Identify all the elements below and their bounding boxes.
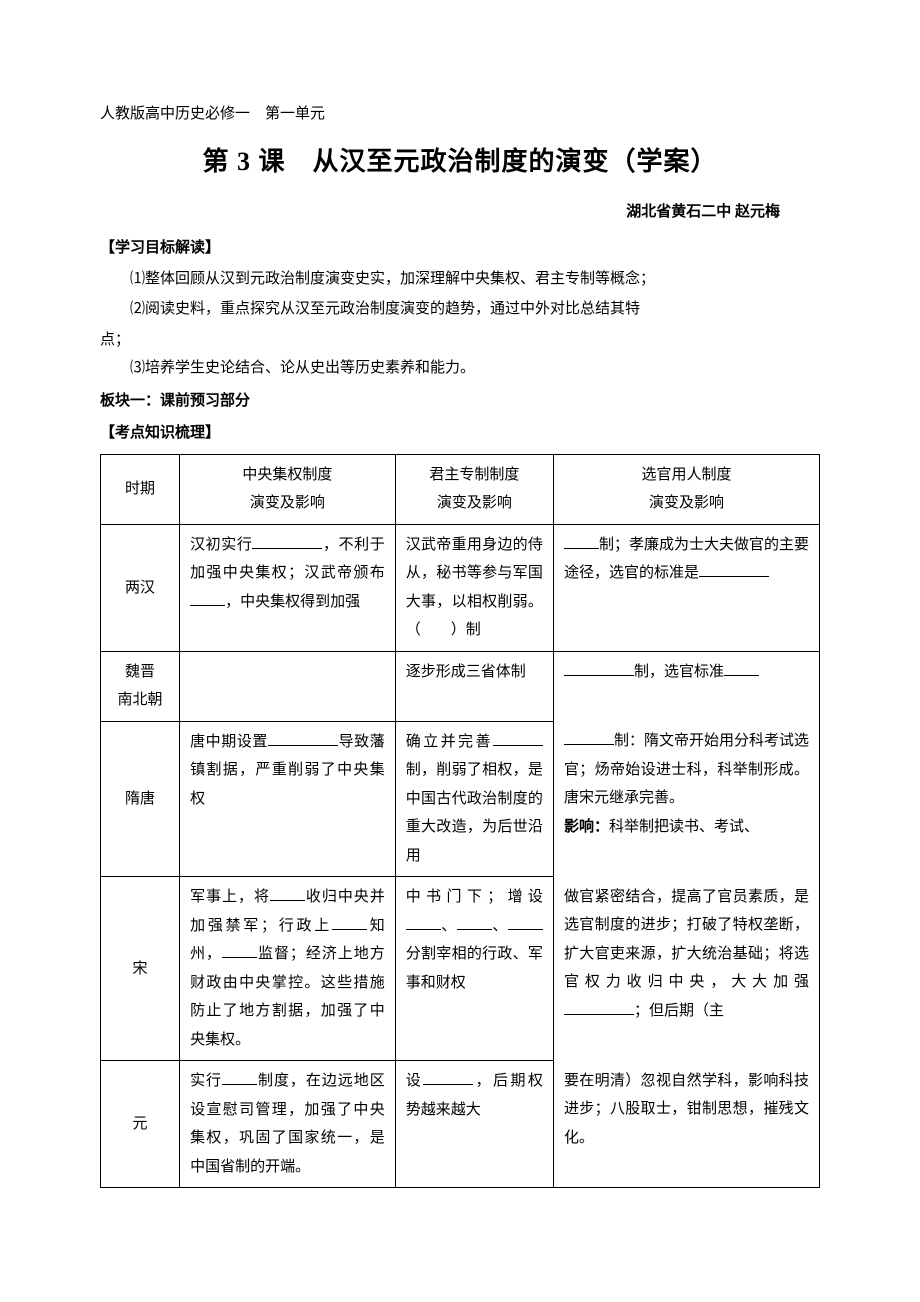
cell-han-official: 制；孝廉成为士大夫做官的主要途径，选官的标准是 [553, 524, 819, 651]
header-official-l1: 选官用人制度 [641, 467, 731, 483]
cell-weijin-central [180, 651, 396, 721]
row-han: 两汉 汉初实行，不利于加强中央集权；汉武帝颁布，中央集权得到加强 汉武帝重用身边… [101, 524, 820, 651]
header-central-l1: 中央集权制度 [242, 467, 332, 483]
cell-weijin-period: 魏晋 南北朝 [101, 651, 180, 721]
blank [699, 562, 769, 577]
row-weijin: 魏晋 南北朝 逐步形成三省体制 制，选官标准 [101, 651, 820, 721]
cell-song-central: 军事上，将收归中央并加强禁军；行政上知州，监督；经济上地方财政由中央掌控。这些措… [180, 877, 396, 1061]
cell-yuan-central: 实行制度，在边远地区设宣慰司管理，加强了中央集权，巩固了国家统一，是中国省制的开… [180, 1061, 396, 1188]
header-period-text: 时期 [125, 481, 155, 497]
header-central-l2: 演变及影响 [250, 495, 325, 511]
table-header-row: 时期 中央集权制度 演变及影响 君主专制制度 演变及影响 选官用人制度 演变及影… [101, 454, 820, 524]
row-song: 宋 军事上，将收归中央并加强禁军；行政上知州，监督；经济上地方财政由中央掌控。这… [101, 877, 820, 1061]
blank [268, 731, 338, 746]
objective-1: ⑴整体回顾从汉到元政治制度演变史实，加深理解中央集权、君主专制等概念； [100, 265, 820, 294]
header-monarch-l2: 演变及影响 [437, 495, 512, 511]
row-suitang: 隋唐 唐中期设置导致藩镇割据，严重削弱了中央集权 确立并完善制，削弱了相权，是中… [101, 721, 820, 877]
weijin-official-t: 制，选官标准 [634, 664, 724, 680]
cell-han-period: 两汉 [101, 524, 180, 651]
objective-2b: 点； [100, 326, 820, 355]
lesson-title: 第 3 课 从汉至元政治制度的演变（学案） [100, 137, 820, 186]
cell-suitang-central: 唐中期设置导致藩镇割据，严重削弱了中央集权 [180, 721, 396, 877]
blank [332, 915, 367, 930]
header-official-l2: 演变及影响 [649, 495, 724, 511]
impact-label: 影响： [564, 819, 609, 835]
kaodian-heading: 【考点知识梳理】 [100, 419, 820, 448]
blank [564, 661, 634, 676]
song-central-t1: 军事上，将 [190, 889, 270, 905]
cell-weijin-monarch: 逐步形成三省体制 [395, 651, 553, 721]
header-monarch-l1: 君主专制制度 [429, 467, 519, 483]
blank [493, 731, 543, 746]
suitang-monarch-t2: 制，削弱了相权，是中国古代政治制度的重大改造，为后世沿用 [406, 762, 543, 864]
han-official-t1: 制；孝廉成为士大夫做官的主要途径，选官的标准是 [564, 537, 809, 582]
cell-yuan-monarch: 设，后期权势越来越大 [395, 1061, 553, 1188]
cell-yuan-period: 元 [101, 1061, 180, 1188]
blank [564, 534, 599, 549]
cell-song-monarch: 中书门下；增设、 、分割宰相的行政、军事和财权 [395, 877, 553, 1061]
blank [564, 730, 614, 745]
cell-song-official: 做官紧密结合，提高了官员素质，是选官制度的进步；打破了特权垄断，扩大官吏来源，扩… [553, 877, 819, 1061]
blank [724, 661, 759, 676]
song-monarch-t2: 分割宰相的行政、军事和财权 [406, 946, 543, 991]
row-yuan: 元 实行制度，在边远地区设宣慰司管理，加强了中央集权，巩固了国家统一，是中国省制… [101, 1061, 820, 1188]
cell-suitang-period: 隋唐 [101, 721, 180, 877]
cell-han-central: 汉初实行，不利于加强中央集权；汉武帝颁布，中央集权得到加强 [180, 524, 396, 651]
song-monarch-s2: 、 [492, 918, 508, 934]
song-monarch-s1: 、 [441, 918, 457, 934]
objective-3: ⑶培养学生史论结合、论从史出等历史素养和能力。 [100, 354, 820, 383]
cell-yuan-official: 要在明清）忽视自然学科，影响科技进步；八股取士，钳制思想，摧残文化。 [553, 1061, 819, 1188]
blank [252, 534, 322, 549]
blank [406, 915, 441, 930]
suitang-monarch-t1: 确立并完善 [406, 734, 493, 750]
song-official-t2: ；但后期（主 [634, 1003, 724, 1019]
cell-han-monarch: 汉武帝重用身边的侍从，秘书等参与军国大事，以相权削弱。（ ）制 [395, 524, 553, 651]
yuan-central-t1: 实行 [190, 1073, 222, 1089]
blank [190, 591, 225, 606]
weijin-period-l2: 南北朝 [118, 692, 163, 708]
blank [508, 915, 543, 930]
author-line: 湖北省黄石二中 赵元梅 [100, 198, 820, 227]
objectives-heading: 【学习目标解读】 [100, 234, 820, 263]
yuan-monarch-t1: 设 [406, 1073, 423, 1089]
objective-2a: ⑵阅读史料，重点探究从汉至元政治制度演变的趋势，通过中外对比总结其特 [100, 295, 820, 324]
cell-weijin-official: 制，选官标准 [553, 651, 819, 721]
song-official-t1: 做官紧密结合，提高了官员素质，是选官制度的进步；打破了特权垄断，扩大官吏来源，扩… [564, 889, 809, 991]
header-official: 选官用人制度 演变及影响 [553, 454, 819, 524]
blank [564, 1000, 634, 1015]
suitang-central-t1: 唐中期设置 [190, 734, 268, 750]
content-table: 时期 中央集权制度 演变及影响 君主专制制度 演变及影响 选官用人制度 演变及影… [100, 454, 820, 1189]
blank [457, 915, 492, 930]
blank [270, 886, 305, 901]
han-central-t3: ，中央集权得到加强 [225, 594, 360, 610]
suitang-official-impact: 科举制把读书、考试、 [609, 819, 759, 835]
block1-heading: 板块一：课前预习部分 [100, 387, 820, 416]
blank [222, 943, 257, 958]
textbook-reference: 人教版高中历史必修一 第一单元 [100, 100, 820, 129]
song-monarch-t1: 中书门下；增设 [406, 889, 543, 905]
header-central: 中央集权制度 演变及影响 [180, 454, 396, 524]
weijin-period-l1: 魏晋 [125, 664, 155, 680]
cell-suitang-official: 制：隋文帝开始用分科考试选官；炀帝始设进士科，科举制形成。唐宋元继承完善。 影响… [553, 721, 819, 877]
cell-suitang-monarch: 确立并完善制，削弱了相权，是中国古代政治制度的重大改造，为后世沿用 [395, 721, 553, 877]
header-monarch: 君主专制制度 演变及影响 [395, 454, 553, 524]
header-period: 时期 [101, 454, 180, 524]
blank [423, 1070, 473, 1085]
blank [222, 1070, 257, 1085]
han-central-t1: 汉初实行 [190, 537, 252, 553]
cell-song-period: 宋 [101, 877, 180, 1061]
